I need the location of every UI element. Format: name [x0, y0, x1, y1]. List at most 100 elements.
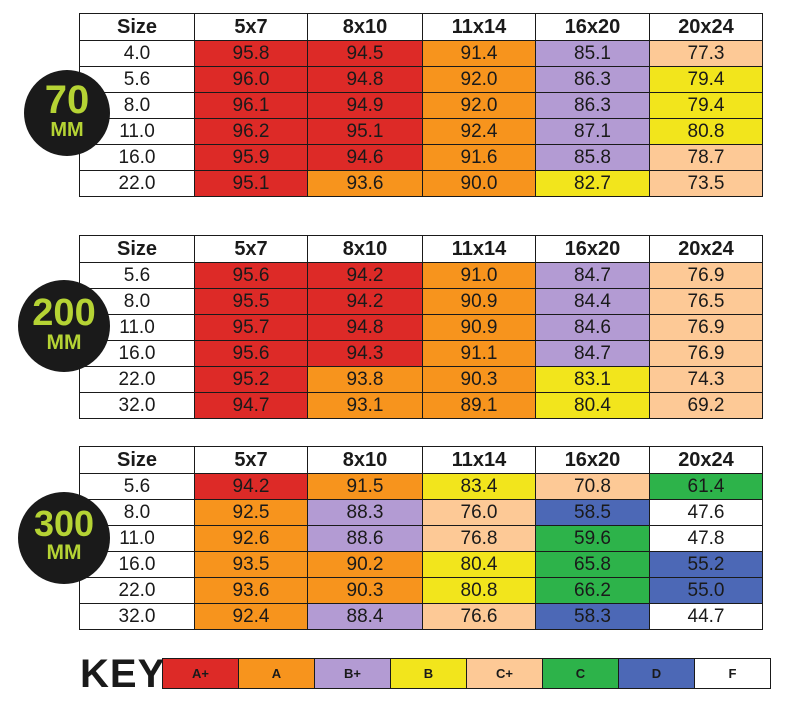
table-row: 32.0 92.4 88.4 76.6 58.3 44.7: [79, 603, 763, 630]
score-cell: 83.1: [535, 366, 650, 393]
table-row: 11.0 96.2 95.1 92.4 87.1 80.8: [79, 118, 763, 145]
key-swatch-f: F: [694, 658, 771, 689]
aperture-size-cell: 22.0: [79, 170, 195, 197]
score-cell: 94.2: [307, 262, 423, 289]
aperture-size-cell: 16.0: [79, 144, 195, 171]
score-cell: 95.6: [194, 340, 308, 367]
score-cell: 74.3: [649, 366, 763, 393]
table-row: 8.0 96.1 94.9 92.0 86.3 79.4: [79, 92, 763, 119]
score-cell: 94.7: [194, 392, 308, 419]
score-cell: 69.2: [649, 392, 763, 419]
score-cell: 90.9: [422, 288, 536, 315]
score-cell: 76.9: [649, 314, 763, 341]
column-header-size: Size: [79, 235, 195, 263]
score-cell: 90.2: [307, 551, 423, 578]
score-cell: 95.1: [194, 170, 308, 197]
score-cell: 93.6: [307, 170, 423, 197]
score-cell: 95.6: [194, 262, 308, 289]
column-header-size: Size: [79, 446, 195, 474]
lens-number: 300: [33, 503, 95, 544]
sharpness-table-300mm: Size 5x7 8x10 11x14 16x20 20x24 5.6 94.2 91.5 83.…: [79, 446, 763, 630]
sharpness-table-200mm: Size 5x7 8x10 11x14 16x20 20x24 5.6 95.6 94.2 91.…: [79, 235, 763, 419]
score-cell: 93.1: [307, 392, 423, 419]
score-cell: 93.6: [194, 577, 308, 604]
score-cell: 91.1: [422, 340, 536, 367]
score-cell: 88.6: [307, 525, 423, 552]
aperture-size-cell: 32.0: [79, 603, 195, 630]
score-cell: 92.0: [422, 66, 536, 93]
score-cell: 76.0: [422, 499, 536, 526]
column-header-16x20: 16x20: [535, 446, 650, 474]
table-header-row: Size 5x7 8x10 11x14 16x20 20x24: [79, 13, 763, 41]
lens-badge-300mm: 300 MM: [18, 492, 110, 584]
score-cell: 70.8: [535, 473, 650, 500]
score-cell: 96.1: [194, 92, 308, 119]
score-cell: 95.8: [194, 40, 308, 67]
score-cell: 84.4: [535, 288, 650, 315]
score-cell: 92.4: [194, 603, 308, 630]
score-cell: 94.3: [307, 340, 423, 367]
score-cell: 91.4: [422, 40, 536, 67]
score-cell: 91.0: [422, 262, 536, 289]
aperture-size-cell: 16.0: [79, 551, 195, 578]
lens-number: 200: [32, 292, 96, 334]
table-row: 22.0 93.6 90.3 80.8 66.2 55.0: [79, 577, 763, 604]
score-cell: 84.6: [535, 314, 650, 341]
column-header-size: Size: [79, 13, 195, 41]
column-header-8x10: 8x10: [307, 235, 423, 263]
score-cell: 77.3: [649, 40, 763, 67]
score-cell: 94.2: [307, 288, 423, 315]
column-header-8x10: 8x10: [307, 446, 423, 474]
key-swatch-b-plus: B+: [314, 658, 391, 689]
table-row: 16.0 93.5 90.2 80.4 65.8 55.2: [79, 551, 763, 578]
column-header-11x14: 11x14: [422, 235, 536, 263]
score-cell: 59.6: [535, 525, 650, 552]
table-header-row: Size 5x7 8x10 11x14 16x20 20x24: [79, 235, 763, 263]
table-row: 32.0 94.7 93.1 89.1 80.4 69.2: [79, 392, 763, 419]
score-cell: 55.0: [649, 577, 763, 604]
lens-number: 70: [44, 78, 90, 122]
score-cell: 58.5: [535, 499, 650, 526]
key-swatch-a-plus: A+: [162, 658, 239, 689]
table-row: 16.0 95.6 94.3 91.1 84.7 76.9: [79, 340, 763, 367]
key-label: KEY: [80, 652, 166, 696]
column-header-20x24: 20x24: [649, 235, 763, 263]
score-cell: 94.6: [307, 144, 423, 171]
score-cell: 58.3: [535, 603, 650, 630]
score-cell: 96.2: [194, 118, 308, 145]
lens-unit: MM: [46, 541, 82, 564]
score-cell: 92.6: [194, 525, 308, 552]
score-cell: 94.8: [307, 66, 423, 93]
column-header-11x14: 11x14: [422, 446, 536, 474]
score-cell: 92.4: [422, 118, 536, 145]
score-cell: 76.9: [649, 340, 763, 367]
score-cell: 89.1: [422, 392, 536, 419]
score-cell: 85.1: [535, 40, 650, 67]
score-cell: 91.6: [422, 144, 536, 171]
key-swatch-b: B: [390, 658, 467, 689]
score-cell: 92.5: [194, 499, 308, 526]
key-row: A+ A B+ B C+ C D F: [162, 658, 771, 689]
aperture-size-cell: 4.0: [79, 40, 195, 67]
score-cell: 47.8: [649, 525, 763, 552]
table-row: 16.0 95.9 94.6 91.6 85.8 78.7: [79, 144, 763, 171]
score-cell: 79.4: [649, 92, 763, 119]
score-cell: 91.5: [307, 473, 423, 500]
aperture-size-cell: 5.6: [79, 473, 195, 500]
lens-badge-200mm: 200 MM: [18, 280, 110, 372]
score-cell: 93.8: [307, 366, 423, 393]
lens-badge-70mm: 70 MM: [24, 70, 110, 156]
score-cell: 94.8: [307, 314, 423, 341]
key-swatch-a: A: [238, 658, 315, 689]
sharpness-table-70mm: Size 5x7 8x10 11x14 16x20 20x24 4.0 95.8 94.5 91.…: [79, 13, 763, 197]
score-cell: 96.0: [194, 66, 308, 93]
score-cell: 79.4: [649, 66, 763, 93]
score-cell: 83.4: [422, 473, 536, 500]
score-cell: 94.9: [307, 92, 423, 119]
column-header-5x7: 5x7: [194, 13, 308, 41]
table-row: 5.6 96.0 94.8 92.0 86.3 79.4: [79, 66, 763, 93]
column-header-16x20: 16x20: [535, 235, 650, 263]
table-row: 5.6 95.6 94.2 91.0 84.7 76.9: [79, 262, 763, 289]
key-swatch-d: D: [618, 658, 695, 689]
key-swatch-c: C: [542, 658, 619, 689]
